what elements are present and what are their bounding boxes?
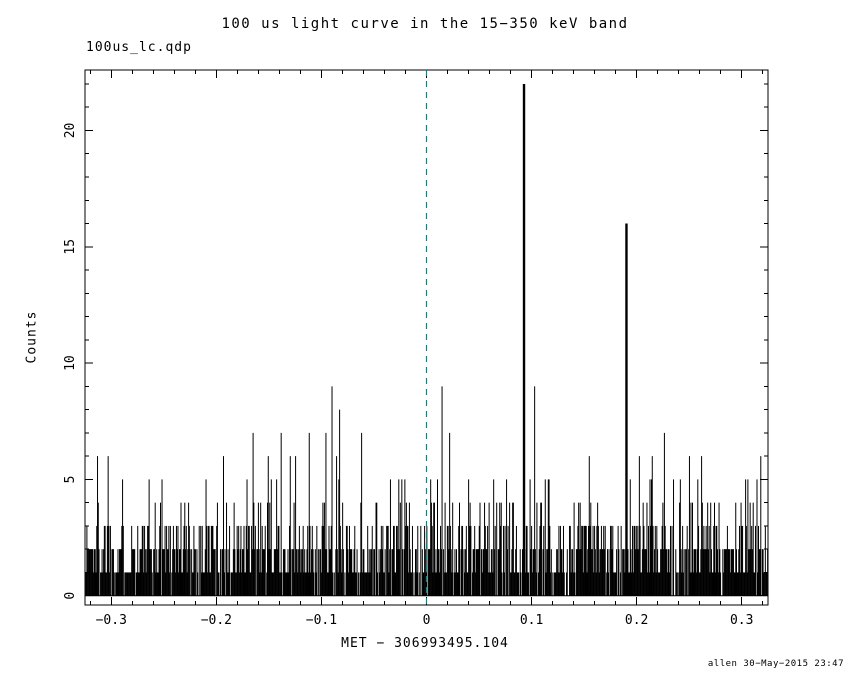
svg-text:−0.1: −0.1 xyxy=(306,613,337,628)
svg-text:5: 5 xyxy=(63,475,78,483)
svg-text:15: 15 xyxy=(63,239,78,255)
x-axis-label: MET − 306993495.104 xyxy=(341,636,509,651)
svg-text:−0.3: −0.3 xyxy=(96,613,127,628)
svg-text:0.1: 0.1 xyxy=(520,613,543,628)
svg-text:10: 10 xyxy=(63,355,78,371)
svg-text:0.3: 0.3 xyxy=(730,613,753,628)
svg-text:20: 20 xyxy=(63,123,78,139)
svg-text:0.2: 0.2 xyxy=(625,613,648,628)
y-axis-label: Counts xyxy=(24,310,40,364)
file-label: 100us_lc.qdp xyxy=(86,40,192,55)
credit-label: allen 30−May−2015 23:47 xyxy=(707,659,844,669)
svg-text:−0.2: −0.2 xyxy=(201,613,232,628)
svg-text:0: 0 xyxy=(63,592,78,600)
chart-title: 100 us light curve in the 15−350 keV ban… xyxy=(221,16,629,32)
svg-text:0: 0 xyxy=(423,613,431,628)
